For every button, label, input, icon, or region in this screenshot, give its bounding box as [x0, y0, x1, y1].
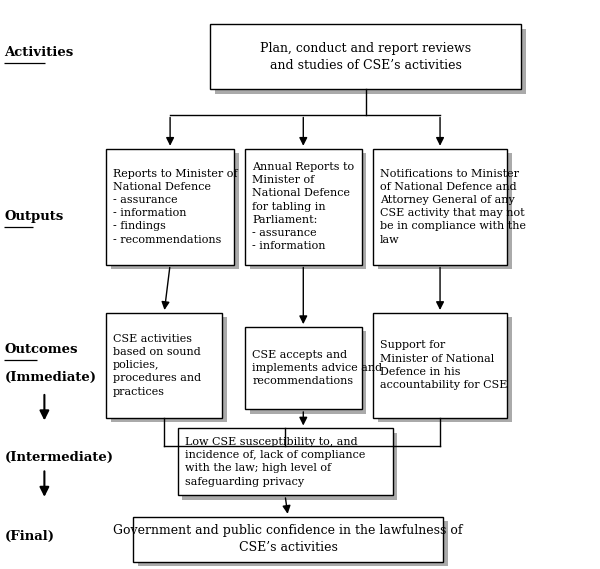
FancyBboxPatch shape	[106, 313, 223, 418]
FancyBboxPatch shape	[133, 517, 443, 562]
FancyBboxPatch shape	[250, 153, 366, 269]
FancyBboxPatch shape	[137, 521, 448, 567]
FancyBboxPatch shape	[245, 149, 362, 265]
Text: Outputs: Outputs	[4, 210, 64, 223]
FancyBboxPatch shape	[377, 318, 512, 422]
Text: CSE accepts and
implements advice and
recommendations: CSE accepts and implements advice and re…	[252, 350, 382, 386]
FancyBboxPatch shape	[211, 24, 521, 89]
FancyBboxPatch shape	[377, 153, 512, 269]
Text: (Final): (Final)	[4, 530, 55, 543]
FancyBboxPatch shape	[373, 149, 507, 265]
Text: Notifications to Minister
of National Defence and
Attorney General of any
CSE ac: Notifications to Minister of National De…	[380, 168, 526, 245]
Text: Government and public confidence in the lawfulness of
CSE’s activities: Government and public confidence in the …	[113, 524, 463, 554]
FancyBboxPatch shape	[373, 313, 507, 418]
Text: Support for
Minister of National
Defence in his
accountability for CSE: Support for Minister of National Defence…	[380, 340, 508, 390]
FancyBboxPatch shape	[215, 28, 526, 94]
Text: Plan, conduct and report reviews
and studies of CSE’s activities: Plan, conduct and report reviews and stu…	[260, 42, 471, 72]
FancyBboxPatch shape	[110, 318, 227, 422]
Text: Low CSE susceptibility to, and
incidence of, lack of compliance
with the law; hi: Low CSE susceptibility to, and incidence…	[185, 437, 365, 486]
Text: (Immediate): (Immediate)	[4, 372, 97, 385]
Text: (Intermediate): (Intermediate)	[4, 451, 113, 464]
FancyBboxPatch shape	[182, 433, 397, 500]
Text: Activities: Activities	[4, 46, 74, 59]
Text: Annual Reports to
Minister of
National Defence
for tabling in
Parliament:
- assu: Annual Reports to Minister of National D…	[252, 162, 355, 251]
FancyBboxPatch shape	[178, 428, 392, 495]
FancyBboxPatch shape	[106, 149, 235, 265]
FancyBboxPatch shape	[245, 327, 362, 409]
FancyBboxPatch shape	[250, 332, 366, 414]
FancyBboxPatch shape	[110, 153, 239, 269]
Text: Outcomes: Outcomes	[4, 343, 78, 356]
Text: Reports to Minister of
National Defence
- assurance
- information
- findings
- r: Reports to Minister of National Defence …	[113, 168, 238, 245]
Text: CSE activities
based on sound
policies,
procedures and
practices: CSE activities based on sound policies, …	[113, 334, 201, 397]
